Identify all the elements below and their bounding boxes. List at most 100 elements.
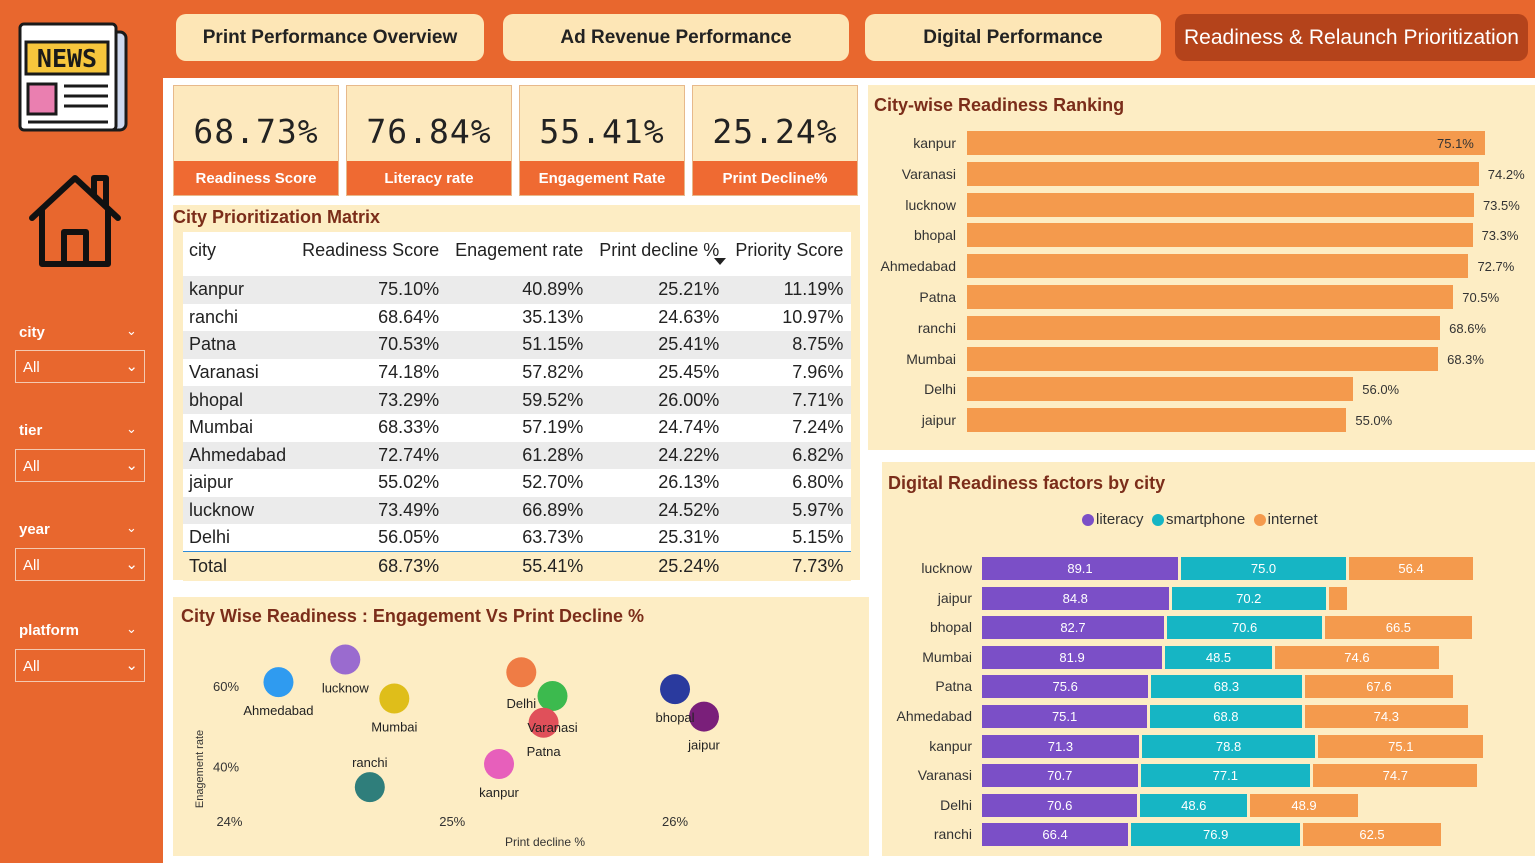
sidebar: NEWS city ⌄ All ⌄ tier ⌄ All ⌄ year ⌄ All ⌄… [0,0,163,863]
scatter-point-ranchi[interactable] [354,772,385,803]
table-row[interactable]: lucknow 73.49% 66.89% 24.52% 5.97% [183,496,852,525]
column-header[interactable]: Readiness Score [294,232,448,268]
chevron-down-icon[interactable]: ⌄ [126,421,137,436]
total-row: Total 68.73% 55.41% 25.24% 7.73% [183,551,852,581]
bar-Ahmedabad[interactable] [967,254,1469,279]
table-row[interactable]: kanpur 75.10% 40.89% 25.21% 11.19% [183,276,852,304]
stack-segment-literacy-kanpur[interactable]: 71.3 [982,734,1139,758]
scatter-point-lucknow[interactable] [330,644,361,675]
stack-segment-internet-kanpur[interactable]: 75.1 [1318,734,1484,758]
filter-platform-select[interactable]: All ⌄ [15,649,145,682]
scatter-point-Mumbai[interactable] [379,683,410,714]
stack-category-label: bhopal [929,619,972,636]
table-row[interactable]: Patna 70.53% 51.15% 25.41% 8.75% [183,331,852,359]
bar-Delhi[interactable] [967,377,1354,402]
column-header[interactable]: Print decline % [591,232,728,268]
segment-value-label: 75.1 [1388,738,1414,754]
scatter-point-Delhi[interactable] [506,657,537,688]
spacer-cell [591,268,728,276]
tab-readiness-relaunch[interactable]: Readiness & Relaunch Prioritization [1175,14,1528,61]
filter-city-select[interactable]: All ⌄ [15,350,145,383]
stack-segment-smartphone-Patna[interactable]: 68.3 [1151,675,1302,699]
table-row[interactable]: Ahmedabad 72.74% 61.28% 24.22% 6.82% [183,441,852,470]
segment-value-label: 66.5 [1385,620,1412,636]
bar-category-label: jaipur [921,412,956,429]
table-row[interactable]: Delhi 56.05% 63.73% 25.31% 5.15% [183,524,852,552]
tab-print-performance[interactable]: Print Performance Overview [176,14,484,61]
bar-ranchi[interactable] [967,315,1441,340]
stack-segment-literacy-bhopal[interactable]: 82.7 [982,616,1164,640]
bar-Mumbai[interactable] [967,346,1439,371]
stack-segment-literacy-jaipur[interactable]: 84.8 [982,586,1169,610]
table-row[interactable]: ranchi 68.64% 35.13% 24.63% 10.97% [183,303,852,332]
stack-segment-smartphone-kanpur[interactable]: 78.8 [1141,734,1316,758]
stack-segment-internet-Ahmedabad[interactable]: 74.3 [1304,705,1469,728]
filter-year-select[interactable]: All ⌄ [15,548,145,581]
column-header[interactable]: Priority Score [727,232,852,268]
table-cell: 5.15% [792,527,844,548]
stack-segment-literacy-Mumbai[interactable]: 81.9 [982,645,1163,669]
scatter-point-Ahmedabad[interactable] [263,667,294,698]
tab-digital-performance[interactable]: Digital Performance [865,14,1161,61]
stack-segment-literacy-Patna[interactable]: 75.6 [982,675,1149,699]
stack-segment-smartphone-Delhi[interactable]: 48.6 [1140,793,1248,817]
scatter-point-jaipur[interactable] [688,701,719,732]
stack-segment-internet-jaipur[interactable] [1329,586,1347,610]
bar-bhopal[interactable] [967,223,1473,248]
table-row[interactable]: bhopal 73.29% 59.52% 26.00% 7.71% [183,386,852,414]
table-row[interactable]: Mumbai 68.33% 57.19% 24.74% 7.24% [183,413,852,442]
stack-segment-literacy-Delhi[interactable]: 70.6 [982,793,1138,817]
stack-segment-smartphone-Mumbai[interactable]: 48.5 [1165,645,1272,669]
stack-segment-internet-ranchi[interactable]: 62.5 [1303,823,1441,847]
scatter-point-Patna[interactable] [528,707,559,738]
bar-lucknow[interactable] [967,192,1474,217]
stack-segment-smartphone-Varanasi[interactable]: 77.1 [1140,764,1311,788]
column-header[interactable]: Enagement rate [447,232,592,268]
table-cell: ranchi [189,306,239,327]
stack-segment-literacy-lucknow[interactable]: 89.1 [982,557,1179,580]
bar-Patna[interactable] [967,285,1454,309]
bar-category-label: ranchi [917,319,956,336]
stack-segment-internet-Patna[interactable]: 67.6 [1304,675,1454,699]
stack-segment-smartphone-jaipur[interactable]: 70.2 [1171,586,1326,610]
segment-value-label: 75.0 [1250,561,1277,576]
stack-segment-internet-Delhi[interactable]: 48.9 [1250,793,1358,817]
stack-segment-internet-bhopal[interactable]: 66.5 [1325,616,1472,640]
spacer-cell [727,268,852,276]
spacer-cell [183,268,295,276]
bar-jaipur[interactable] [967,408,1347,433]
stack-segment-literacy-Ahmedabad[interactable]: 75.1 [982,705,1148,728]
legend-item-smartphone[interactable]: smartphone [1151,511,1245,528]
stack-segment-smartphone-lucknow[interactable]: 75.0 [1181,557,1347,580]
legend-item-internet[interactable]: internet [1253,511,1318,528]
stack-segment-literacy-Varanasi[interactable]: 70.7 [982,764,1138,788]
stack-segment-internet-Mumbai[interactable]: 74.6 [1274,645,1439,669]
legend-item-literacy[interactable]: literacy [1082,511,1144,528]
sort-desc-icon[interactable] [714,258,726,265]
segment-value-label: 82.7 [1060,620,1086,636]
table-row[interactable]: jaipur 55.02% 52.70% 26.13% 6.80% [183,469,852,497]
chevron-down-icon[interactable]: ⌄ [126,323,137,338]
stack-segment-internet-Varanasi[interactable]: 74.7 [1313,764,1478,788]
scatter-point-kanpur[interactable] [484,749,515,780]
tab-ad-revenue[interactable]: Ad Revenue Performance [503,14,849,61]
chevron-down-icon[interactable]: ⌄ [126,621,137,636]
bar-kanpur[interactable] [967,131,1485,155]
stack-segment-internet-lucknow[interactable]: 56.4 [1349,557,1474,580]
table-cell: 70.53% [378,334,440,355]
scatter-point-bhopal[interactable] [660,674,691,705]
stack-segment-literacy-ranchi[interactable]: 66.4 [982,823,1129,847]
table-cell: 59.52% [522,389,584,410]
home-icon[interactable] [26,172,124,270]
column-header[interactable]: city [183,232,295,268]
table-row[interactable]: Varanasi 74.18% 57.82% 25.45% 7.96% [183,358,852,387]
filter-tier-select[interactable]: All ⌄ [15,449,145,482]
stack-segment-smartphone-ranchi[interactable]: 76.9 [1131,823,1301,847]
bar-Varanasi[interactable] [967,161,1479,186]
stack-category-label: Delhi [940,796,972,813]
stack-segment-smartphone-bhopal[interactable]: 70.6 [1166,616,1323,640]
scatter-point-label: bhopal [656,710,695,725]
stack-segment-smartphone-Ahmedabad[interactable]: 68.8 [1150,705,1302,728]
chevron-down-icon[interactable]: ⌄ [126,520,137,535]
scatter-point-Varanasi[interactable] [537,680,568,711]
